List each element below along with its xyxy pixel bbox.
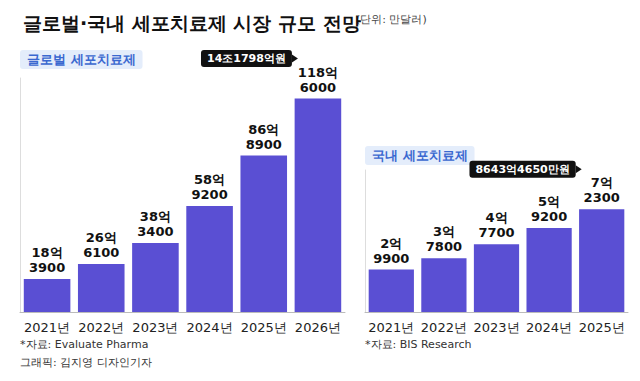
svg-text:글로벌 세포치료제: 글로벌 세포치료제 — [27, 52, 136, 67]
svg-text:2026년: 2026년 — [295, 320, 341, 335]
svg-text:38억: 38억 — [140, 209, 171, 224]
svg-text:2021년: 2021년 — [24, 320, 70, 335]
svg-text:9200: 9200 — [191, 187, 227, 202]
svg-text:2025년: 2025년 — [241, 320, 287, 335]
svg-text:118억: 118억 — [298, 65, 338, 80]
svg-text:2024년: 2024년 — [526, 320, 572, 335]
svg-text:7억: 7억 — [591, 175, 613, 190]
svg-text:2021년: 2021년 — [368, 320, 414, 335]
svg-text:7800: 7800 — [426, 239, 462, 254]
svg-text:7700: 7700 — [478, 225, 514, 240]
svg-text:86억: 86억 — [248, 122, 279, 137]
svg-text:국내 세포치료제: 국내 세포치료제 — [372, 148, 468, 163]
svg-text:글로벌·국내 세포치료제 시장 규모 전망: 글로벌·국내 세포치료제 시장 규모 전망 — [23, 12, 361, 34]
svg-text:3900: 3900 — [29, 260, 65, 275]
svg-text:(단위: 만달러): (단위: 만달러) — [356, 13, 427, 26]
svg-text:2023년: 2023년 — [473, 320, 519, 335]
svg-text:8900: 8900 — [246, 137, 282, 152]
svg-text:3400: 3400 — [137, 224, 173, 239]
svg-text:그래픽: 김지영 디자인기자: 그래픽: 김지영 디자인기자 — [20, 356, 152, 369]
svg-text:2024년: 2024년 — [187, 320, 233, 335]
svg-text:6100: 6100 — [83, 245, 119, 260]
svg-text:2300: 2300 — [584, 190, 620, 205]
svg-text:*자료: Evaluate Pharma: *자료: Evaluate Pharma — [20, 338, 148, 351]
svg-text:2022년: 2022년 — [78, 320, 124, 335]
svg-text:2023년: 2023년 — [132, 320, 178, 335]
svg-text:9900: 9900 — [373, 251, 409, 266]
svg-text:9200: 9200 — [531, 209, 567, 224]
svg-text:2억: 2억 — [380, 236, 402, 251]
svg-text:5억: 5억 — [538, 194, 560, 209]
svg-text:18억: 18억 — [32, 245, 63, 260]
svg-text:3억: 3억 — [433, 224, 455, 239]
svg-text:58억: 58억 — [194, 172, 225, 187]
svg-text:2025년: 2025년 — [579, 320, 625, 335]
svg-text:*자료: BIS Research: *자료: BIS Research — [365, 338, 471, 351]
svg-text:14조1798억원: 14조1798억원 — [207, 52, 286, 65]
svg-text:8643억4650만원: 8643억4650만원 — [475, 163, 569, 176]
svg-text:4억: 4억 — [485, 210, 507, 225]
svg-text:6000: 6000 — [300, 80, 336, 95]
svg-text:2022년: 2022년 — [421, 320, 467, 335]
svg-text:26억: 26억 — [86, 230, 117, 245]
